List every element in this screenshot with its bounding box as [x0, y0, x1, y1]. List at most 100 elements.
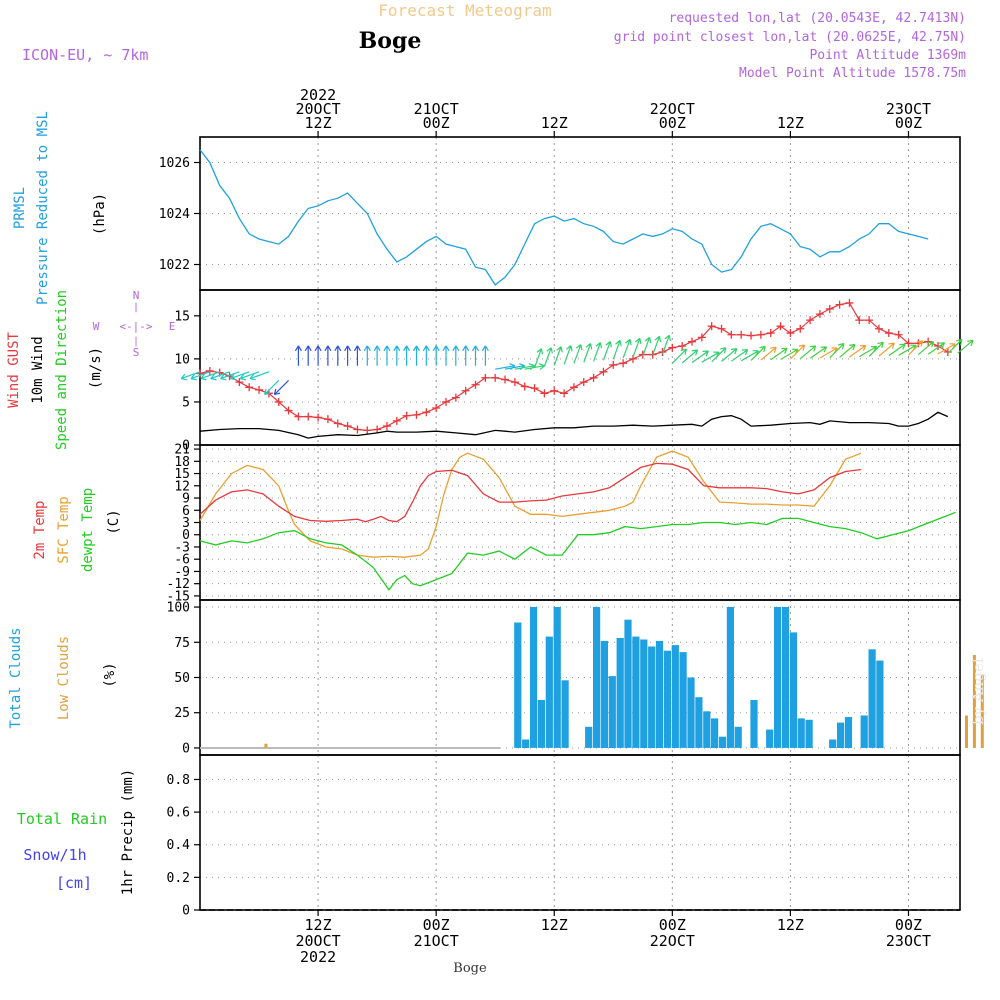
temp-ytick-label: 9 — [182, 492, 190, 507]
temp-ytick-label: 3 — [182, 516, 190, 531]
total-cloud-bar — [844, 717, 853, 748]
gust-marker — [756, 330, 765, 339]
dewpt-line — [199, 511, 956, 591]
wind-direction-arrow — [373, 345, 381, 366]
gust-marker — [333, 419, 342, 428]
wind-direction-arrow — [200, 371, 220, 381]
wind-direction-arrow — [868, 341, 884, 357]
wind-direction-arrow — [403, 345, 411, 366]
wind-side-label: 10m Wind — [30, 336, 46, 403]
gust-marker — [569, 383, 578, 392]
total-cloud-bar — [585, 726, 593, 748]
gust-marker — [825, 304, 834, 313]
wind-direction-arrow — [829, 342, 845, 359]
precip-rain-label: Total Rain — [17, 810, 107, 828]
temp-ytick-label: -3 — [174, 540, 190, 555]
top-axis-label: 12Z — [541, 114, 568, 132]
gust-marker — [550, 386, 559, 395]
temp-side-label: (C) — [106, 509, 122, 534]
total-cloud-bar — [530, 607, 538, 748]
gust-marker — [737, 330, 746, 339]
gust-marker — [392, 416, 401, 425]
compass-w: W — [93, 320, 100, 333]
compass-e: E — [169, 320, 176, 333]
wind-direction-arrow — [711, 347, 727, 363]
gust-marker — [284, 406, 293, 415]
wind-direction-arrow — [294, 345, 302, 366]
gust-marker — [274, 397, 283, 406]
gust-marker — [658, 348, 667, 356]
top-axis-label: 21OCT — [414, 100, 459, 118]
bottom-axis-label: 12Z — [777, 916, 804, 934]
gust-marker — [865, 316, 874, 325]
compass-arrow-s: | — [133, 336, 139, 347]
bottom-axis-label: 21OCT — [414, 932, 459, 950]
temp-ytick-label: -9 — [174, 565, 190, 580]
total-cloud-bar — [876, 660, 884, 748]
pressure-side-label: PRMSL — [12, 187, 28, 229]
wind-direction-arrow — [442, 345, 450, 366]
total-cloud-bar — [545, 636, 553, 748]
wind-ytick-label: 10 — [174, 352, 190, 367]
gust-marker — [451, 393, 460, 402]
watermark: by Angel — [969, 658, 987, 725]
total-cloud-bar — [711, 718, 719, 748]
total-cloud-bar — [860, 715, 868, 748]
top-axis-label: 00Z — [659, 114, 686, 132]
gust-marker — [471, 380, 480, 389]
wind-speed-line — [199, 411, 949, 439]
wind-direction-arrow — [180, 371, 201, 381]
meteogram-title: Forecast Meteogram — [378, 1, 551, 20]
requested-coords: requested lon,lat (20.0543E, 42.7413N) — [669, 11, 966, 26]
total-cloud-bar — [632, 636, 640, 748]
pressure-side-label: Pressure Reduced to MSL — [35, 111, 51, 305]
gust-marker — [382, 422, 391, 431]
gust-marker — [776, 322, 785, 331]
gust-marker — [422, 408, 431, 417]
temp-ytick-label: 18 — [174, 455, 190, 470]
gust-marker — [323, 415, 332, 424]
temp-ytick-label: 6 — [182, 504, 190, 519]
temp2m-line — [199, 462, 862, 523]
gust-marker — [589, 373, 598, 382]
total-cloud-bar — [640, 639, 648, 748]
pressure-panel: 1022 1024 1026 PRMSL Pressure Reduced to MSL… — [12, 111, 961, 305]
wind-direction-arrow — [583, 343, 593, 363]
clouds-side-label: Low Clouds — [56, 636, 72, 720]
gust-marker — [894, 330, 903, 339]
wind-direction-arrow — [471, 345, 480, 366]
gust-marker — [481, 373, 490, 382]
top-axis-label: 20OCT — [296, 100, 341, 118]
precip-ytick-label: 0 — [182, 904, 190, 919]
total-cloud-bar — [687, 677, 695, 748]
gust-marker — [579, 378, 588, 387]
wind-direction-arrow — [947, 338, 963, 354]
compass-n: N — [133, 289, 140, 302]
total-cloud-bar — [781, 607, 790, 748]
gust-marker — [205, 366, 214, 375]
wind-direction-arrow — [573, 344, 583, 364]
low-cloud-bar — [264, 743, 268, 748]
total-cloud-bar — [805, 719, 813, 748]
wind-ytick-label: 0 — [182, 439, 190, 454]
gust-marker — [688, 337, 696, 346]
precip-ytick-label: 0.2 — [167, 871, 190, 886]
top-axis-label: 12Z — [777, 114, 804, 132]
temp-side-label: dewpt Temp — [80, 488, 96, 572]
temp-ytick-label: -12 — [167, 577, 190, 592]
compass-arrow-h: <-|-> — [119, 320, 152, 333]
wind-direction-arrow — [671, 348, 688, 364]
gust-marker — [304, 412, 313, 421]
wind-direction-arrow — [612, 339, 622, 360]
bottom-axis-label: 00Z — [423, 916, 450, 934]
gust-marker — [835, 300, 844, 309]
wind-direction-arrow — [888, 343, 906, 357]
wind-direction-arrow — [652, 335, 662, 356]
top-axis-label: 00Z — [895, 114, 922, 132]
temp-ytick-label: 15 — [174, 467, 190, 482]
temp-ytick-label: -15 — [167, 589, 190, 604]
precip-panel: 0 0.2 0.4 0.6 0.8 Total Rain Snow/1h [cm] 1hr Pr… — [17, 754, 961, 919]
header: Forecast Meteogram Boge ICON-EU, ~ 7km r… — [22, 1, 966, 81]
